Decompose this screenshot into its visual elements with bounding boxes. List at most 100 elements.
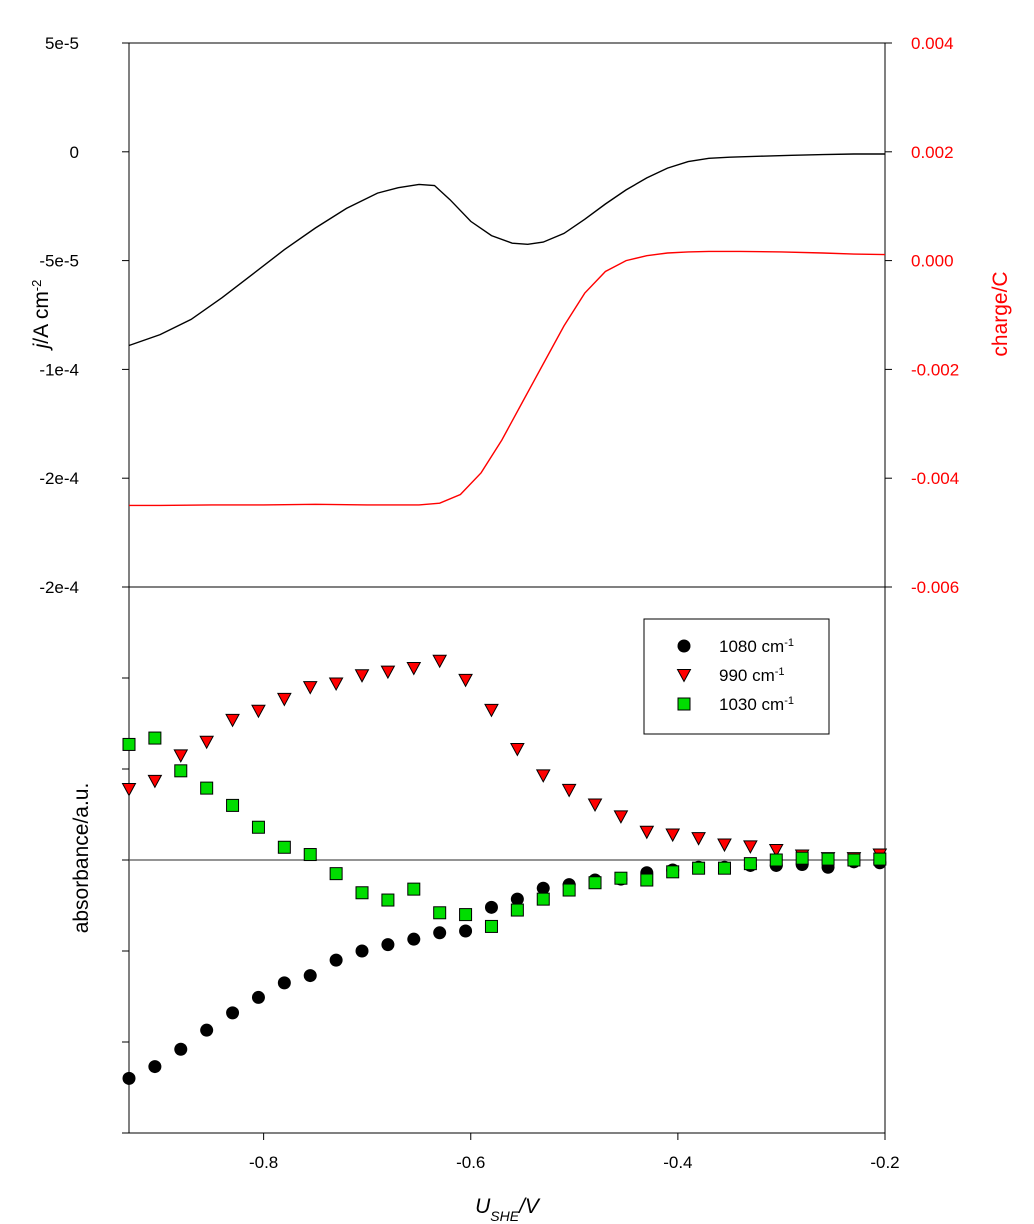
top-left-tick-label: -2e-4 [39, 578, 79, 597]
top-panel: 5e-5 0.004 0 0.002 -5e-5 0.000 -1e-4 -0.002 -2e-… [39, 34, 959, 597]
series-1080-point [484, 900, 498, 914]
series-990-point [121, 783, 137, 797]
series-1080-point [148, 1060, 162, 1074]
series-1080-point [510, 892, 524, 906]
series-990-point [768, 843, 784, 858]
top-left-tick-label: -5e-5 [39, 252, 79, 271]
legend-entry-1030-marker [677, 697, 691, 711]
series-1030-point [717, 861, 731, 875]
top-left-tick-label: -1e-4 [39, 360, 79, 379]
series-1030-point [536, 892, 550, 906]
series-1030-point [640, 873, 654, 887]
series-990-point [432, 654, 448, 669]
series-990-point [199, 735, 215, 750]
series-990-point [639, 825, 655, 840]
series-1030-point [873, 852, 887, 866]
series-990-point [458, 673, 473, 688]
legend-entry-990-marker [676, 669, 692, 683]
x-tick-label: -0.4 [663, 1153, 692, 1172]
series-990-point [587, 798, 603, 813]
top-right-tick-label: -0.002 [911, 360, 959, 379]
series-1080-point [407, 932, 421, 946]
series-1030-point [484, 919, 498, 933]
current-density-curve [128, 153, 885, 347]
series-990-point [251, 704, 266, 719]
series-1080-point [122, 1071, 136, 1085]
series-990-point [225, 713, 240, 728]
series-1030-point [355, 886, 369, 900]
series-990-point [484, 703, 499, 718]
series-1030-point [795, 851, 809, 865]
series-990-point [665, 828, 681, 843]
series-1080-point [459, 924, 473, 938]
series-1080-point [251, 990, 265, 1004]
series-1030-point [303, 848, 317, 862]
series-990-point [277, 692, 292, 707]
series-990-point [380, 665, 396, 680]
top-left-tick-label: -2e-4 [39, 469, 79, 488]
legend-entry-1080-marker [677, 639, 691, 653]
charge-curve [129, 250, 886, 507]
series-1030-point [251, 820, 265, 834]
series-1080-point [277, 976, 291, 990]
top-right-tick-label: 0.000 [911, 252, 954, 271]
series-1080-point [174, 1042, 188, 1056]
series-1030-point [407, 882, 421, 896]
series-1030-point [174, 764, 188, 778]
series-1030-point [200, 781, 214, 795]
series-990-point [328, 677, 344, 692]
series-990-point [510, 742, 525, 757]
axis-titles: j/A cm-2 charge/C absorbance/a.u. USHE/V [29, 271, 1013, 1224]
series-990-point [535, 769, 551, 783]
series-1030-point [510, 903, 524, 917]
series-1080-point [226, 1006, 240, 1020]
series-990-point [743, 840, 758, 854]
series-1080-point [329, 953, 343, 967]
series-990-point [717, 838, 732, 853]
x-tick-label: -0.2 [870, 1153, 899, 1172]
series-1080-point [381, 938, 395, 952]
series-1030-point [666, 865, 680, 879]
legend-box [643, 618, 830, 735]
series-1030-point [277, 840, 291, 854]
series-1030-point [381, 893, 395, 907]
top-right-tick-label: -0.006 [911, 578, 959, 597]
series-1030-point [769, 853, 783, 867]
series-1080-point [433, 926, 447, 940]
series-1030-point [148, 731, 162, 745]
series-990-point [302, 681, 318, 695]
series-1030-point [614, 871, 628, 885]
legend-entry-1030: 1030 cm-1 [719, 695, 794, 714]
series-1030-point [588, 876, 602, 890]
series-1030-point [743, 857, 757, 871]
legend: 1080 cm-1 990 cm-1 1030 cm-1 [643, 618, 830, 735]
series-990-point [406, 661, 422, 676]
top-right-axis-title: charge/C [989, 271, 1012, 356]
x-tick-label: -0.8 [249, 1153, 278, 1172]
series-990-point [691, 832, 706, 846]
series-1030-point [459, 908, 473, 922]
series-1030-point [226, 798, 240, 812]
top-right-tick-label: 0.002 [911, 143, 954, 162]
series-1080-point [536, 881, 550, 895]
series-1030-point [821, 852, 835, 866]
top-left-tick-label: 5e-5 [45, 34, 79, 53]
bottom-panel: -0.8 -0.6 -0.4 -0.2 [121, 586, 900, 1172]
series-990-point [173, 749, 189, 763]
series-1030-point [847, 853, 861, 867]
bottom-y-axis-title: absorbance/a.u. [70, 783, 93, 934]
series-1030-point [433, 906, 447, 920]
legend-entry-1080: 1080 cm-1 [719, 637, 794, 656]
series-1080-point [303, 969, 317, 983]
x-axis-title: USHE/V [475, 1195, 541, 1224]
series-990-point [613, 810, 629, 824]
series-990-point [561, 783, 577, 798]
series-1030-point [692, 861, 706, 875]
series-1080-point [355, 944, 369, 958]
top-right-tick-label: -0.004 [911, 469, 959, 488]
top-left-tick-label: 0 [70, 143, 79, 162]
series-1030-point [562, 883, 576, 897]
x-tick-label: -0.6 [456, 1153, 485, 1172]
series-1030-point [329, 867, 343, 881]
